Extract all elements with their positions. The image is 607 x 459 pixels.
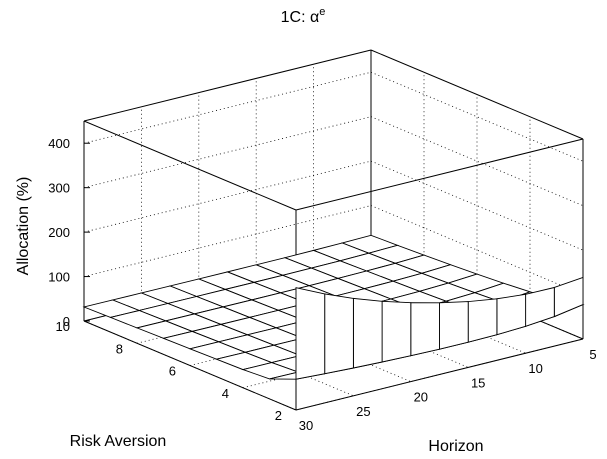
surface-patch [381,300,412,363]
x-tick-label: 15 [471,375,485,390]
y-tick-label: 8 [116,341,123,356]
y-axis-label: Risk Aversion [70,433,167,450]
x-tick-label: 5 [589,347,596,362]
grid-line [83,71,372,144]
x-axis-label: Horizon [428,438,483,455]
box-edge [370,49,584,140]
y-tick-label: 6 [169,364,176,379]
surface-patch [324,293,354,375]
z-tick-label: 100 [48,270,70,285]
box-edge [83,49,372,122]
z-tick-label: 0 [63,314,70,329]
x-tick-label: 30 [299,418,313,433]
box-edge [295,338,584,411]
grid-line [83,160,372,233]
z-axis-label: Allocation (%) [15,177,32,276]
surface-mesh [82,234,585,380]
z-tick-label: 400 [48,136,70,151]
y-tick-label: 10 [56,319,70,334]
surface-patch [410,302,440,357]
surface-patch [439,301,469,350]
x-tick-label: 20 [414,390,428,405]
box-edge [83,320,297,411]
surface-patch [496,293,527,336]
tick-labels: 0 100 200 300 400 2 4 6 8 10 5 10 15 20 25 30 [48,136,596,433]
x-tick-label: 25 [356,404,370,419]
y-tick-label: 4 [222,386,229,401]
box-edge [295,138,584,211]
grid-line [83,116,372,189]
x-tick-label: 10 [528,361,542,376]
surface-patch [467,298,498,343]
grid-line [370,71,584,162]
z-tick-label: 300 [48,181,70,196]
surface-patch [352,297,383,369]
surface-patch [525,286,555,327]
z-tick-label: 200 [48,225,70,240]
surface-patch [295,287,326,380]
box-edge [83,120,297,211]
y-tick-label: 2 [275,408,282,423]
surface-patch [553,276,584,318]
chart-title: 1C: αe [281,6,326,26]
